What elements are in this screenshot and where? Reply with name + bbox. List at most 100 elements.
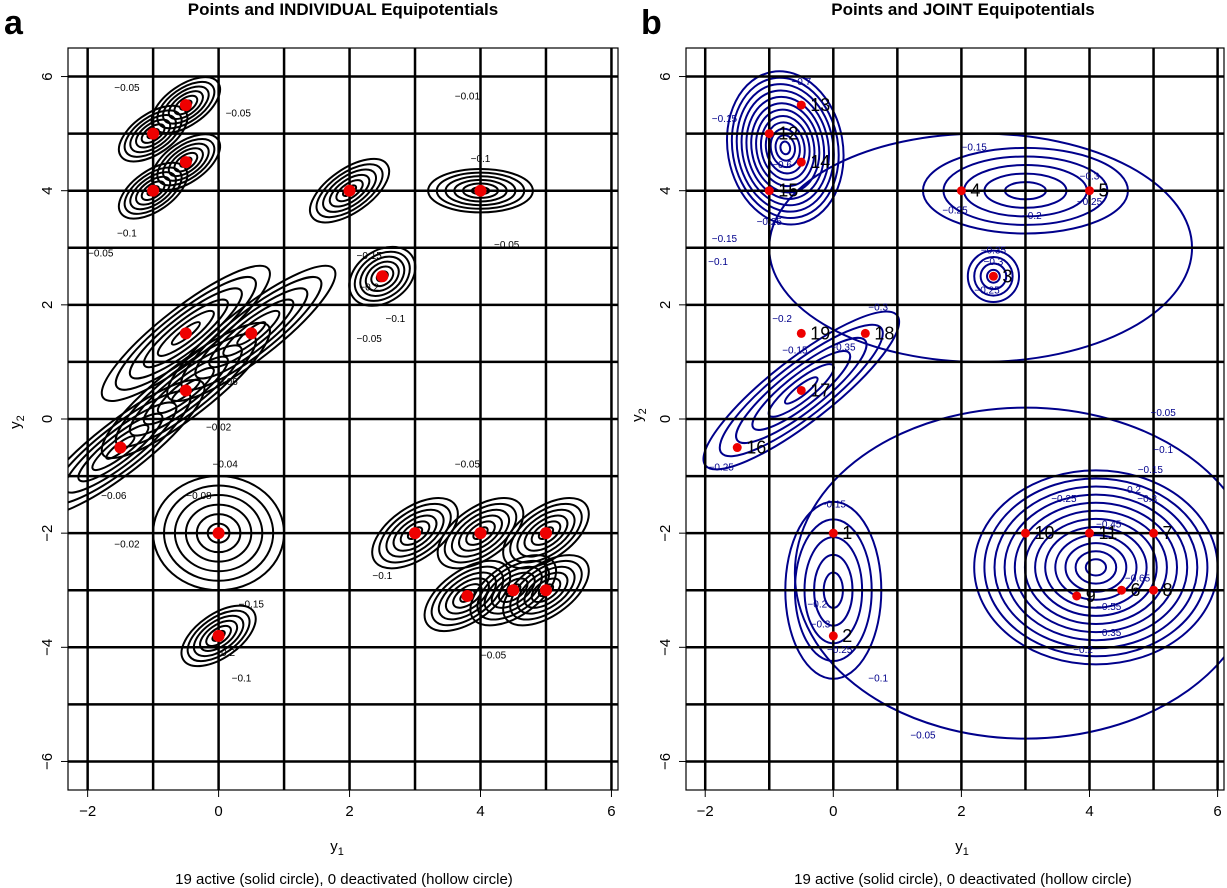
contour-ring bbox=[458, 514, 503, 552]
panel-a-caption: 19 active (solid circle), 0 deactivated … bbox=[175, 871, 513, 888]
data-point bbox=[179, 384, 192, 397]
data-point bbox=[1149, 585, 1159, 595]
contour-level-label: −0.3 bbox=[984, 257, 1004, 268]
contour-ring bbox=[523, 514, 569, 552]
contour-ring bbox=[315, 163, 384, 219]
contour-level-label: −0.05 bbox=[455, 460, 481, 471]
contour-level-label: −0.05 bbox=[88, 248, 114, 259]
contour-ring bbox=[516, 508, 576, 558]
panel-a-chart: a Points and INDIVIDUAL Equipotentials −… bbox=[4, 0, 619, 888]
data-point-label: 1 bbox=[842, 523, 852, 543]
contour-ring bbox=[322, 168, 377, 213]
data-point-label: 6 bbox=[1131, 580, 1141, 600]
data-point-label: 7 bbox=[1163, 523, 1173, 543]
contour-ring bbox=[750, 102, 821, 194]
data-point-label: 18 bbox=[874, 323, 894, 343]
contour-ring bbox=[77, 412, 164, 483]
data-point-label: 5 bbox=[1099, 181, 1109, 201]
panel-a-plot-area: −0.01−0.05−0.1−0.02−0.04−0.06 −0.08−0.05−… bbox=[39, 47, 619, 820]
contour-ring bbox=[444, 577, 490, 615]
contour-ring bbox=[779, 140, 792, 156]
contour-level-label: −0.1 bbox=[1153, 445, 1173, 456]
contour-level-label: −0.15 bbox=[821, 499, 847, 510]
contour-ring bbox=[1064, 542, 1128, 593]
contour-level-label: −0.1 bbox=[117, 228, 137, 239]
contour-level-label: −0.35 bbox=[981, 245, 1007, 256]
data-point bbox=[1072, 591, 1082, 601]
contour-level-label: −0.35 bbox=[1096, 628, 1122, 639]
contour-ring bbox=[392, 514, 438, 552]
contour-ring bbox=[186, 609, 251, 663]
panel-b-chart: b Points and JOINT Equipotentials −0.05 −… bbox=[629, 0, 1225, 888]
contour-ring bbox=[142, 355, 229, 426]
contour-ring bbox=[353, 250, 411, 302]
contour-ring bbox=[443, 502, 518, 564]
contour-ring bbox=[142, 298, 229, 369]
contour-ring bbox=[173, 151, 199, 173]
contour-ring bbox=[370, 265, 395, 288]
contour-ring bbox=[385, 508, 445, 558]
contour-ring bbox=[114, 276, 257, 391]
contour-level-label: −0.02 bbox=[206, 422, 232, 433]
y-tick-label: 4 bbox=[39, 187, 56, 195]
contour-ring bbox=[1044, 526, 1148, 609]
data-point-label: 15 bbox=[778, 181, 798, 201]
data-point bbox=[212, 629, 225, 642]
data-point bbox=[474, 184, 487, 197]
contour-level-label: −0.1 bbox=[868, 674, 888, 685]
data-point-label: 4 bbox=[970, 181, 980, 201]
data-point bbox=[764, 186, 774, 196]
contour-ring bbox=[436, 496, 525, 570]
contour-level-label: −0.3 bbox=[811, 619, 831, 630]
data-point bbox=[147, 184, 160, 197]
contour-level-label: −0.04 bbox=[212, 460, 238, 471]
x-tick-label: 0 bbox=[829, 803, 837, 820]
data-point bbox=[179, 156, 192, 169]
panel-b-y-axis-label: y2 bbox=[629, 408, 649, 422]
data-point-label: 14 bbox=[810, 152, 830, 172]
contour-level-label: −0.1 bbox=[708, 257, 728, 268]
contour-level-label: −0.2 bbox=[1073, 645, 1093, 656]
panel-b-title: Points and JOINT Equipotentials bbox=[831, 0, 1095, 19]
contour-level-label: −0.05 bbox=[357, 334, 383, 345]
contour-level-label: −0.15 bbox=[962, 143, 988, 154]
contour-ring bbox=[516, 565, 576, 615]
contour-ring bbox=[348, 245, 417, 307]
panel-a-x-axis-label: y1 bbox=[330, 838, 344, 858]
data-point bbox=[1085, 186, 1094, 196]
contour-ring bbox=[117, 104, 189, 163]
contour-ring bbox=[162, 85, 210, 125]
contour-ring bbox=[1003, 493, 1189, 642]
contour-ring bbox=[129, 171, 177, 211]
panel-a-contours: −0.01−0.05−0.1−0.02−0.04−0.06 −0.08−0.05−… bbox=[68, 48, 618, 790]
contour-level-label: −0.1 bbox=[372, 571, 392, 582]
y-tick-label: −6 bbox=[657, 753, 674, 770]
x-tick-label: 2 bbox=[957, 803, 965, 820]
contour-level-label: −0.05 bbox=[226, 108, 252, 119]
contour-ring bbox=[364, 260, 400, 293]
contour-ring bbox=[490, 571, 536, 609]
x-tick-label: −2 bbox=[697, 803, 714, 820]
y-tick-label: −4 bbox=[39, 639, 56, 656]
contour-ring bbox=[156, 80, 216, 130]
contour-level-label: −0.2 bbox=[215, 648, 235, 659]
panel-b-caption: 19 active (solid circle), 0 deactivated … bbox=[794, 871, 1132, 888]
contour-ring bbox=[208, 298, 295, 369]
contour-ring bbox=[530, 520, 562, 546]
contour-ring bbox=[423, 559, 512, 633]
panel-b-grid bbox=[686, 48, 1224, 790]
contour-level-label: −0.05 bbox=[494, 240, 520, 251]
contour-level-label: −0.15 bbox=[712, 234, 738, 245]
contour-ring bbox=[100, 264, 271, 403]
contour-ring bbox=[509, 559, 583, 621]
contour-level-label: −0.15 bbox=[1138, 465, 1164, 476]
contour-level-label: −0.01 bbox=[455, 91, 481, 102]
y-tick-label: 6 bbox=[39, 72, 56, 80]
contour-level-label: −0.1 bbox=[386, 314, 406, 325]
contour-level-label: −0.05 bbox=[1150, 408, 1176, 419]
contour-ring bbox=[68, 378, 206, 517]
contour-level-label: −0.3 bbox=[1137, 494, 1157, 505]
contour-level-label: −0.08 bbox=[186, 491, 212, 502]
x-tick-label: 6 bbox=[1213, 803, 1221, 820]
contour-ring bbox=[759, 114, 811, 181]
